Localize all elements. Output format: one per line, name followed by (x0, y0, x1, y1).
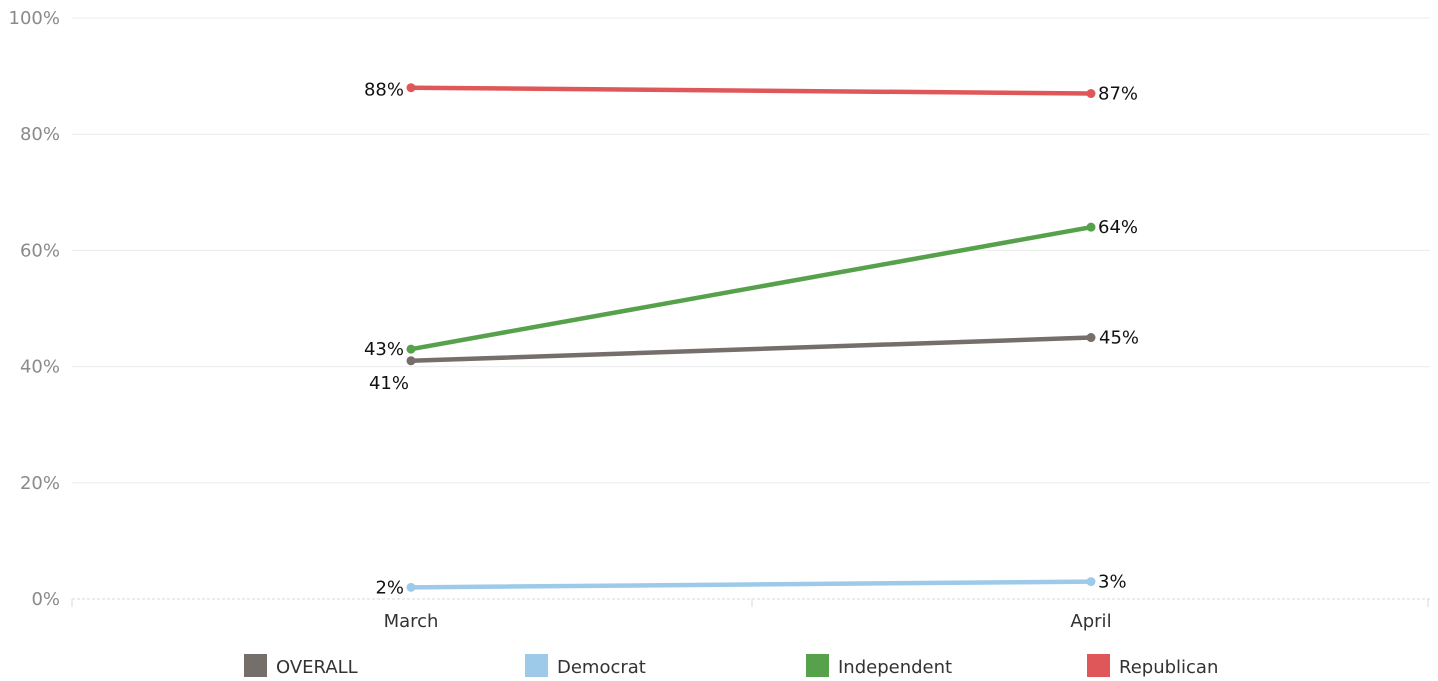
x-tick-label: March (384, 611, 439, 632)
data-label-independent: 64% (1098, 217, 1138, 238)
data-label-overall: 45% (1099, 328, 1139, 349)
data-point-independent (406, 344, 416, 354)
series-line-democrat (408, 579, 1094, 590)
data-point-democrat (406, 582, 416, 592)
legend-label: Republican (1119, 657, 1218, 678)
legend-label: OVERALL (276, 657, 358, 678)
y-tick-label: 80% (20, 124, 60, 145)
legend-swatch (525, 654, 548, 677)
data-point-republican (406, 83, 416, 93)
legend-item-republican[interactable]: Republican (1087, 654, 1218, 678)
y-tick-label: 40% (20, 357, 60, 378)
y-tick-label: 60% (20, 240, 60, 261)
data-label-overall: 41% (369, 373, 409, 394)
y-tick-label: 0% (31, 589, 60, 610)
x-tick-label: April (1070, 611, 1111, 632)
legend-item-overall[interactable]: OVERALL (244, 654, 358, 678)
data-label-republican: 87% (1098, 84, 1138, 105)
gridlines (72, 17, 1430, 484)
data-point-republican (1086, 89, 1096, 99)
data-point-overall (406, 356, 416, 366)
series-line-overall (408, 335, 1094, 364)
y-tick-label: 100% (9, 8, 60, 29)
legend-item-democrat[interactable]: Democrat (525, 654, 646, 678)
data-point-independent (1086, 222, 1096, 232)
y-tick-label: 20% (20, 473, 60, 494)
data-point-democrat (1086, 577, 1096, 587)
data-label-democrat: 2% (375, 577, 404, 598)
legend-swatch (806, 654, 829, 677)
legend-swatch (1087, 654, 1110, 677)
legend: OVERALL Democrat Independent Republican (244, 654, 1218, 678)
data-label-independent: 43% (364, 339, 404, 360)
axes: 0% 20% 40% 60% 80% 100% March April (9, 8, 1430, 632)
legend-swatch (244, 654, 267, 677)
data-label-republican: 88% (364, 80, 404, 101)
series-line-independent (408, 224, 1094, 352)
series-lines (406, 83, 1096, 592)
legend-item-independent[interactable]: Independent (806, 654, 952, 678)
legend-label: Independent (838, 657, 952, 678)
data-label-democrat: 3% (1098, 572, 1127, 593)
data-point-overall (1086, 333, 1096, 343)
data-labels: 41% 45% 2% 3% 43% 64% 88% 87% (364, 80, 1139, 599)
legend-label: Democrat (557, 657, 646, 678)
series-line-republican (408, 85, 1094, 96)
